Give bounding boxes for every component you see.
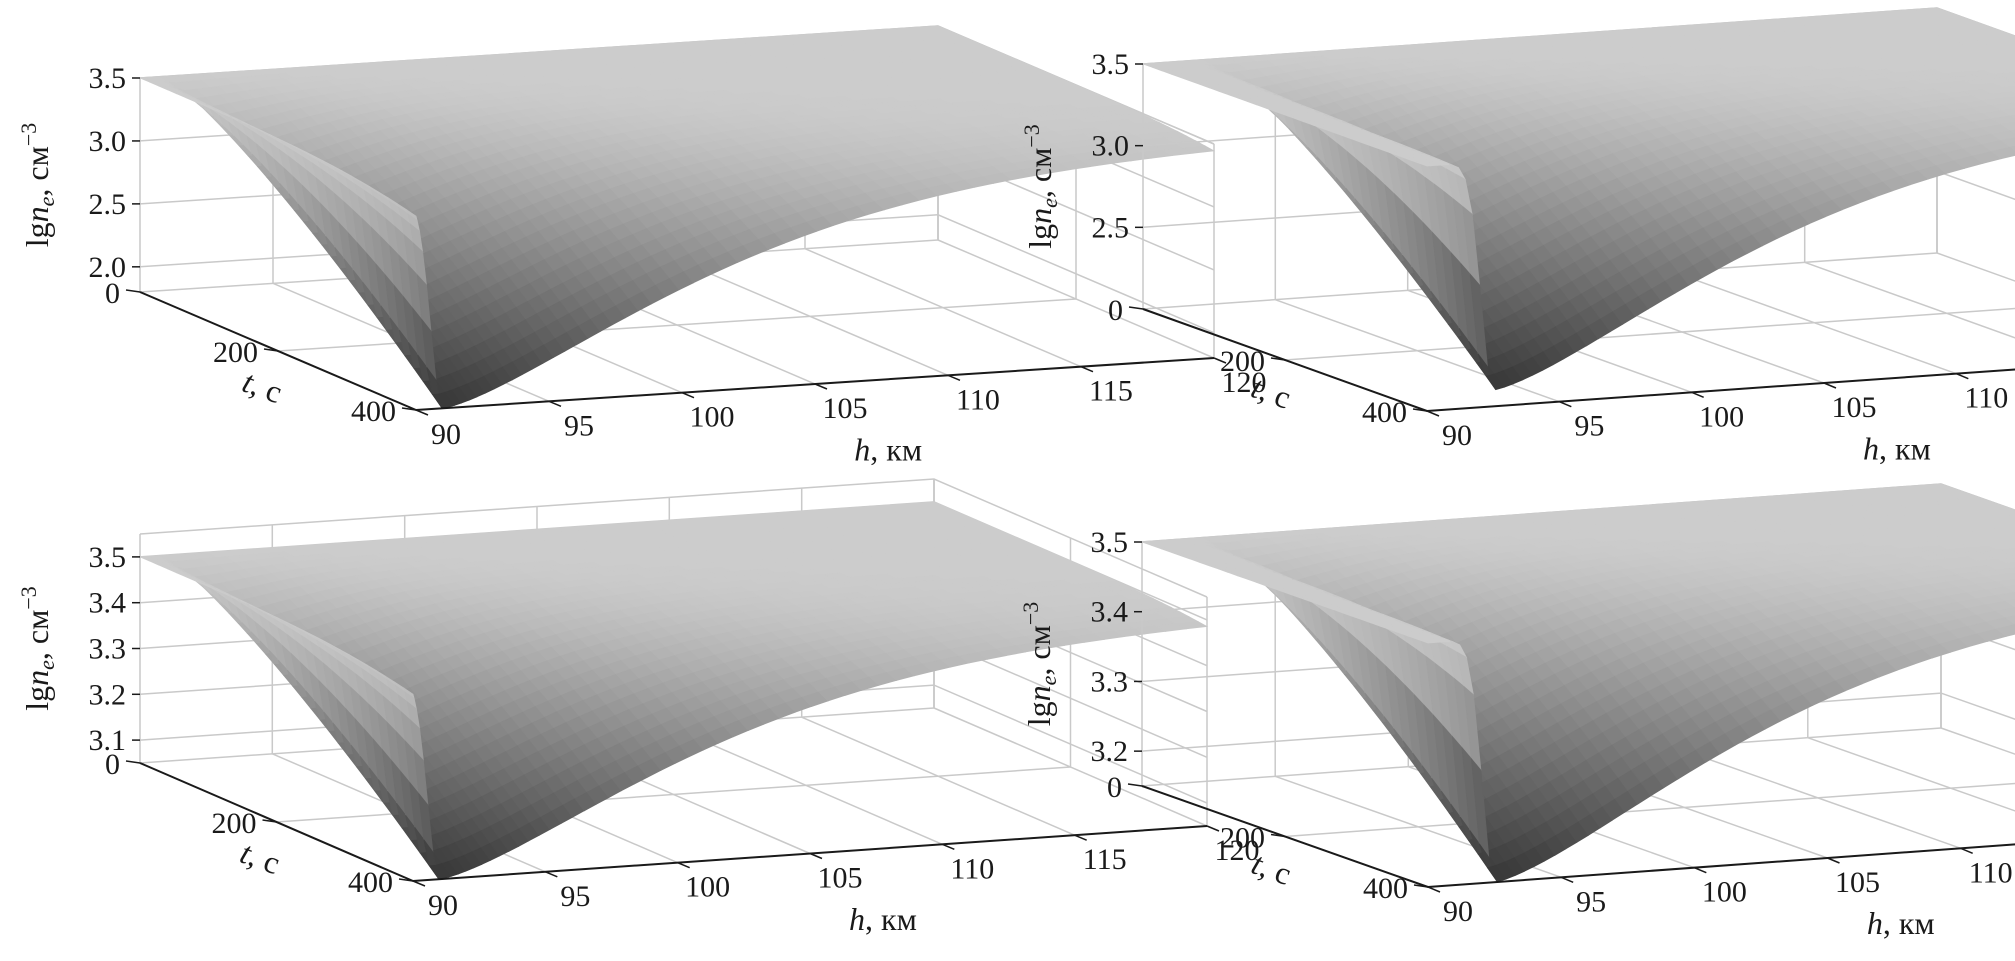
z-tick-label: 3.0 [89,125,127,158]
chart-panel-top-left: 90 95 100 105 110 115 12002004002.02.53.03.5h,… [16,25,1267,468]
h-tick-label: 95 [1574,410,1604,443]
z-tick-label: 2.0 [89,251,127,284]
h-tick-mark [1823,382,1837,389]
h-tick-mark [1426,410,1440,417]
z-tick-label: 3.5 [1092,48,1130,81]
h-tick-mark [814,383,828,390]
h-tick-label: 110 [956,383,1000,416]
h-tick-mark [681,391,695,399]
h-tick-mark [947,374,961,382]
h-tick-label: 95 [564,409,594,442]
h-axis-label: h, км [854,432,922,468]
t-tick-label: 400 [1362,396,1407,429]
h-tick-label: 105 [823,392,868,425]
h-tick-label: 100 [690,401,735,434]
h-tick-label: 100 [1699,400,1744,433]
chart-panel-bottom-left: 90 95 100 105 110 115 12002004003.13.23.33.43.… [16,478,1260,937]
surface [1142,7,2015,391]
surface [139,25,1216,409]
h-tick-mark [548,400,562,408]
h-tick-mark [1559,400,1572,408]
t-axis-label: t, с [238,363,287,410]
floor-grid-h [1936,252,2015,282]
z-tick-label: 2.5 [1092,211,1130,244]
h-tick-mark [415,409,429,416]
h-tick-label: 90 [1442,419,1472,452]
z-tick-label: 2.5 [89,188,127,221]
t-tick-mark [1128,306,1144,310]
z-tick-label: 3.5 [89,62,127,95]
z-tick-label: 3.0 [1092,130,1130,163]
z-axis-label: lgne, см−3 [16,123,59,248]
t-tick-mark [125,289,141,293]
h-tick-mark [1691,391,1704,399]
h-tick-label: 90 [431,418,461,451]
h-tick-label: 115 [1089,375,1133,408]
floor-grid-h [1804,261,2015,339]
t-tick-label: 0 [1108,294,1123,327]
t-tick-label: 400 [351,395,396,428]
h-tick-label: 110 [1964,382,2008,415]
h-tick-mark [1956,372,1969,380]
h-axis-label: h, км [1863,430,1931,466]
h-tick-mark [1080,365,1094,373]
floor-grid-t [1284,307,2015,361]
h-tick-label: 105 [1832,391,1877,424]
